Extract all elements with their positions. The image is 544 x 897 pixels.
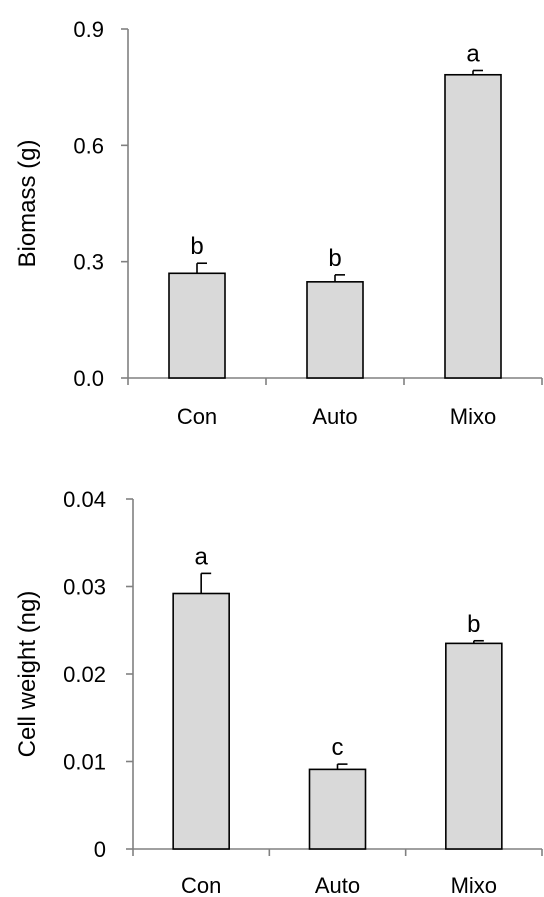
bar	[306, 281, 364, 379]
significance-letter: b	[328, 245, 341, 272]
y-tick-label: 0.01	[63, 750, 106, 775]
y-tick-label: 0.0	[73, 366, 104, 391]
bar	[445, 642, 503, 850]
x-tick-label: Auto	[312, 404, 357, 429]
bar	[444, 73, 502, 379]
significance-letter: a	[466, 40, 480, 67]
y-tick-label: 0	[94, 837, 106, 862]
y-tick-label: 0.9	[73, 17, 104, 42]
y-tick-label: 0.6	[73, 133, 104, 158]
x-tick-label: Con	[181, 873, 221, 897]
x-tick-label: Con	[177, 404, 217, 429]
significance-letter: c	[332, 734, 344, 761]
cell-weight-chart: 0 0.01 0.02 0.03 0.04 a Con c Auto b Mixo Cell weig…	[14, 487, 543, 897]
significance-letter: b	[190, 233, 203, 260]
bar	[308, 768, 367, 850]
y-axis-title: Cell weight (ng)	[14, 591, 41, 758]
bar	[172, 592, 230, 850]
x-tick-label: Mixo	[450, 404, 496, 429]
significance-letter: a	[194, 543, 208, 570]
x-tick-label: Mixo	[451, 873, 497, 897]
y-tick-label: 0.03	[63, 575, 106, 600]
biomass-chart: 0.0 0.3 0.6 0.9 b Con b Auto a Mixo Biomass (g)	[14, 17, 543, 429]
y-tick-label: 0.02	[63, 662, 106, 687]
y-axis-title: Biomass (g)	[14, 139, 41, 267]
bar	[168, 272, 226, 379]
y-tick-label: 0.3	[73, 250, 104, 275]
y-tick-label: 0.04	[63, 487, 106, 512]
significance-letter: b	[467, 611, 480, 638]
x-tick-label: Auto	[315, 873, 360, 897]
